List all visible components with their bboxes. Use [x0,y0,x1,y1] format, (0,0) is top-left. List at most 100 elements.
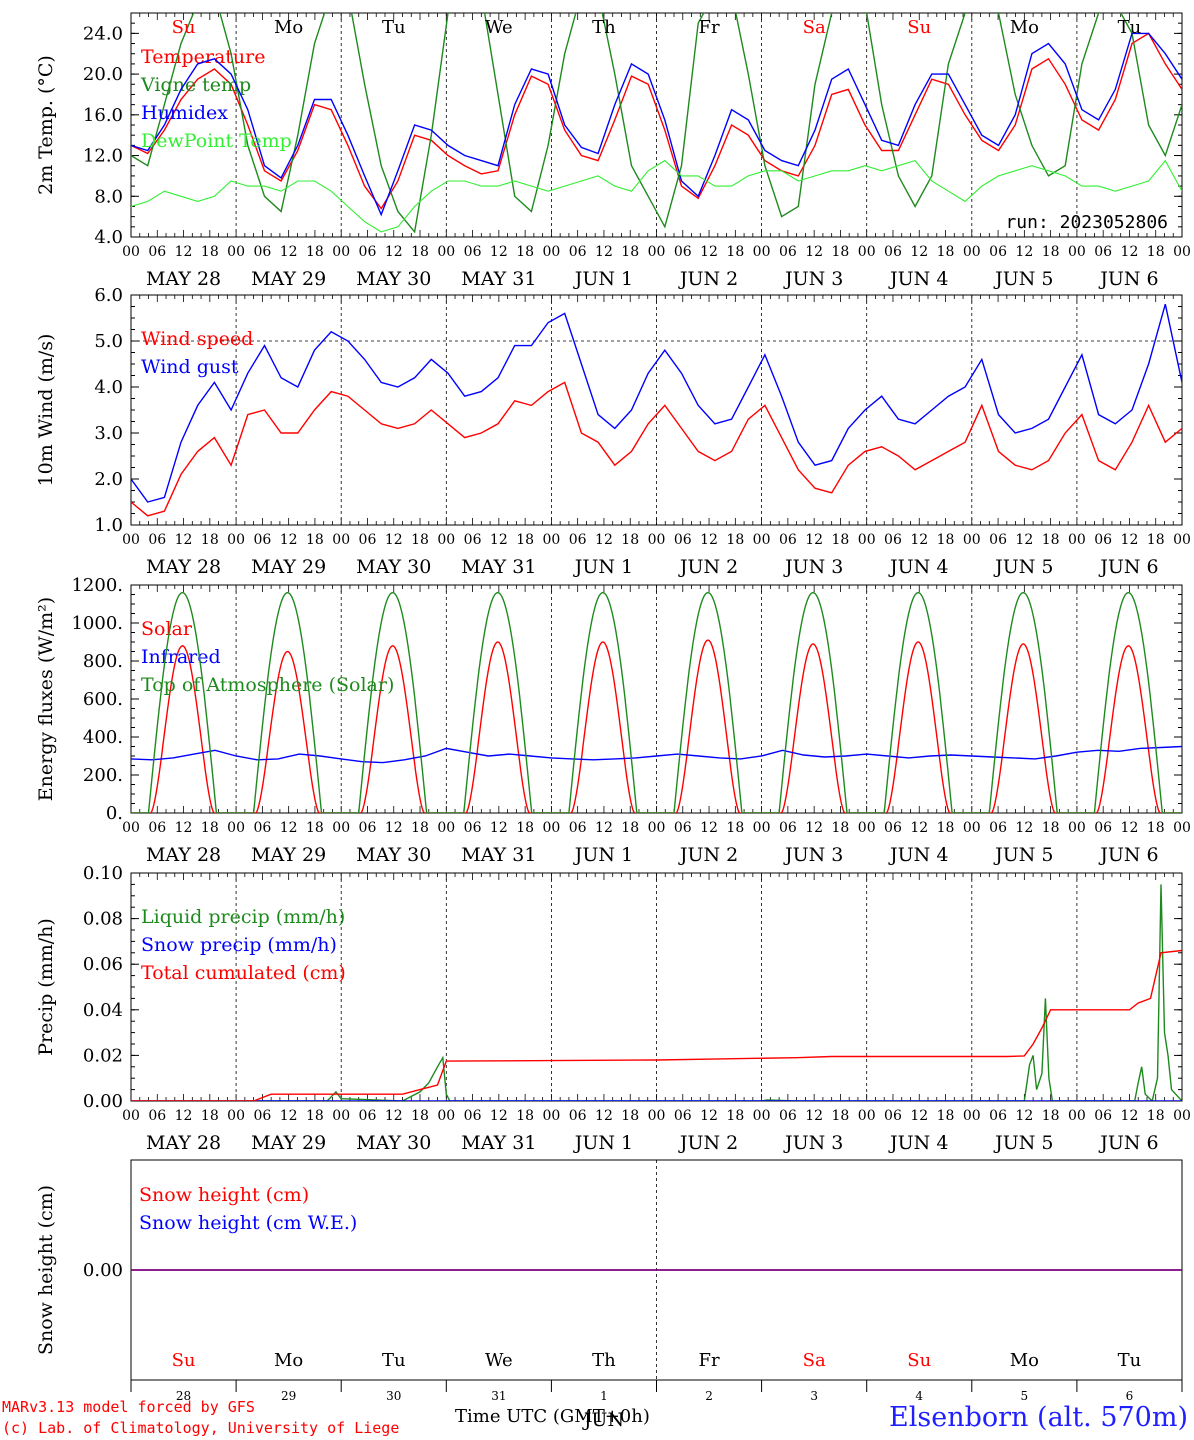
hour-tick-label: 00 [332,244,350,260]
hour-tick-label: 12 [910,532,928,548]
hour-tick-label: 12 [280,244,298,260]
legend-label: Vigne temp [140,74,251,96]
y-tick-label: 0.02 [83,1045,123,1066]
day-number-label: 28 [176,1389,191,1403]
y-axis-label: 10m Wind (m/s) [35,334,57,487]
hour-tick-label: 18 [726,244,744,260]
run-label: run: 2023052806 [1005,212,1168,233]
hour-tick-label: 00 [648,820,666,836]
legend-label: Solar [141,618,193,640]
hour-tick-label: 06 [359,244,377,260]
hour-tick-label: 00 [122,820,140,836]
day-number-label: 1 [600,1389,608,1403]
hour-tick-label: 06 [1094,532,1112,548]
date-label: JUN 1 [573,268,633,290]
hour-tick-label: 06 [253,532,271,548]
hour-tick-label: 18 [832,244,850,260]
y-tick-label: 0.10 [83,863,123,884]
hour-tick-label: 00 [753,820,771,836]
hour-tick-label: 06 [674,820,692,836]
hour-tick-label: 00 [437,820,455,836]
hour-tick-label: 00 [753,1108,771,1124]
hour-tick-label: 06 [779,820,797,836]
y-tick-label: 0.04 [83,1000,123,1021]
y-tick-label: 0.00 [83,1091,123,1112]
hour-tick-label: 18 [201,532,219,548]
hour-tick-label: 00 [963,1108,981,1124]
hour-tick-label: 18 [201,1108,219,1124]
y-tick-label: 1200. [71,575,123,596]
y-tick-label: 24.0 [83,23,123,44]
hour-tick-label: 18 [1042,820,1060,836]
date-label: MAY 28 [146,268,221,290]
hour-tick-label: 00 [227,1108,245,1124]
model-credit: MARv3.13 model forced by GFS [2,1398,255,1416]
hour-tick-label: 18 [621,820,639,836]
hour-tick-label: 00 [1068,1108,1086,1124]
hour-tick-label: 12 [1015,532,1033,548]
legend-label: Temperature [141,46,265,68]
legend-label: Liquid precip (mm/h) [141,906,345,928]
y-tick-label: 8.0 [94,186,123,207]
hour-tick-label: 00 [1173,1108,1191,1124]
hour-tick-label: 00 [542,244,560,260]
hour-tick-label: 12 [700,1108,718,1124]
station-name: Elsenborn (alt. 570m) [889,1402,1188,1433]
hour-tick-label: 00 [227,532,245,548]
hour-tick-label: 00 [1068,244,1086,260]
legend-label: Snow height (cm) [139,1184,309,1206]
hour-tick-label: 18 [411,532,429,548]
hour-tick-label: 18 [201,244,219,260]
date-label: MAY 28 [146,1132,221,1154]
hour-tick-label: 06 [253,1108,271,1124]
day-number-label: 3 [810,1389,818,1403]
x-axis-title: Time UTC (GMT+0h) [455,1406,650,1427]
date-label: MAY 28 [146,844,221,866]
hour-tick-label: 00 [437,244,455,260]
hour-tick-label: 06 [1094,244,1112,260]
hour-tick-label: 06 [148,244,166,260]
hour-tick-label: 12 [385,244,403,260]
hour-tick-label: 18 [1042,532,1060,548]
legend-label: Total cumulated (cm) [141,962,346,984]
hour-tick-label: 00 [648,532,666,548]
hour-tick-label: 12 [175,532,193,548]
y-tick-label: 200. [83,765,123,786]
hour-tick-label: 18 [1147,532,1165,548]
date-label: JUN 5 [993,556,1053,578]
hour-tick-label: 12 [700,532,718,548]
y-tick-label: 0.06 [83,954,123,975]
series-liquid-precip-mm-h- [131,884,1182,1101]
month-label: JUN [582,1409,624,1431]
hour-tick-label: 06 [884,1108,902,1124]
legend-label: Infrared [141,646,221,668]
hour-tick-label: 12 [490,532,508,548]
hour-tick-label: 12 [1121,1108,1139,1124]
hour-tick-label: 06 [779,532,797,548]
date-label: MAY 31 [461,844,536,866]
hour-tick-label: 18 [1147,1108,1165,1124]
hour-tick-label: 18 [726,532,744,548]
hour-tick-label: 12 [910,1108,928,1124]
hour-tick-label: 06 [148,820,166,836]
hour-tick-label: 06 [253,244,271,260]
series-vigne-temp [131,13,1182,234]
day-number-label: 4 [915,1389,923,1403]
hour-tick-label: 18 [937,1108,955,1124]
hour-tick-label: 00 [332,532,350,548]
y-tick-label: 0.08 [83,909,123,930]
legend-label: Top of Atmosphere (Solar) [141,674,394,696]
y-tick-label: 20.0 [83,64,123,85]
day-number-label: 6 [1126,1389,1134,1403]
date-label: MAY 29 [251,556,326,578]
weekday-label: Th [592,17,616,38]
weekday-label: Su [172,1350,196,1371]
date-label: MAY 29 [251,844,326,866]
panel-1: 00 06 12 18 00 06 12 18 00 06 12 18 00 06 12 18 00 06 12 18… [35,12,1191,290]
hour-tick-label: 12 [1015,820,1033,836]
hour-tick-label: 00 [963,820,981,836]
weekday-label: Tu [382,1350,406,1371]
hour-tick-label: 12 [1015,1108,1033,1124]
hour-tick-label: 00 [753,244,771,260]
series-infrared [131,745,1182,764]
